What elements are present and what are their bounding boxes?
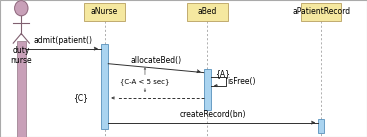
- Text: createRecord(bn): createRecord(bn): [180, 110, 247, 119]
- Text: {C-A < 5 sec}: {C-A < 5 sec}: [120, 78, 170, 85]
- Bar: [187, 3, 228, 21]
- Bar: [318, 119, 324, 133]
- Text: admit(patient(): admit(patient(): [34, 36, 93, 45]
- Bar: [84, 3, 125, 21]
- Text: isFree(): isFree(): [227, 77, 256, 86]
- Bar: [204, 68, 211, 110]
- Text: allocateBed(): allocateBed(): [130, 56, 182, 65]
- Bar: [17, 41, 26, 137]
- Text: {C}: {C}: [73, 93, 88, 102]
- Ellipse shape: [15, 1, 28, 16]
- Text: aNurse: aNurse: [91, 7, 118, 16]
- Bar: [301, 3, 341, 21]
- Text: aPatientRecord: aPatientRecord: [292, 7, 350, 16]
- Text: {A}: {A}: [215, 69, 230, 78]
- Text: duty
nurse: duty nurse: [11, 46, 32, 65]
- Text: aBed: aBed: [198, 7, 217, 16]
- Bar: [101, 44, 108, 129]
